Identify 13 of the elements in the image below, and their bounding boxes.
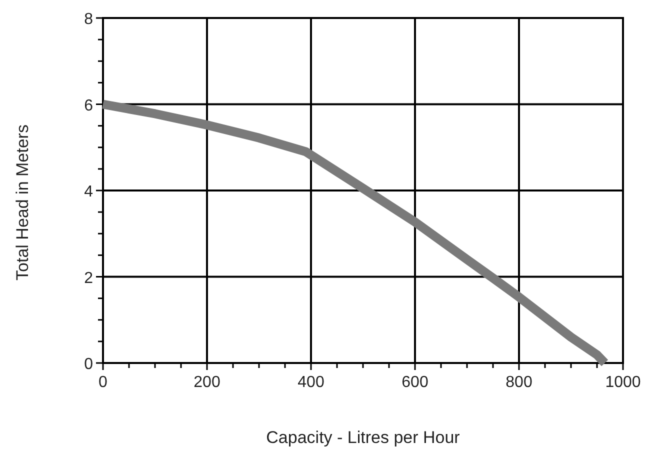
y-tick-label: 6 [84, 97, 94, 114]
y-axis-title: Total Head in Meters [13, 124, 32, 280]
x-tick-label: 0 [98, 374, 108, 391]
y-tick-label: 8 [84, 11, 94, 28]
x-tick-label: 1000 [605, 374, 641, 391]
x-tick-label: 800 [506, 374, 532, 391]
x-tick-label: 200 [194, 374, 220, 391]
x-tick-label: 600 [402, 374, 428, 391]
x-axis-title: Capacity - Litres per Hour [266, 428, 460, 447]
y-tick-label: 2 [84, 270, 94, 287]
x-tick-label: 400 [298, 374, 324, 391]
y-tick-label: 0 [84, 356, 94, 373]
y-tick-label: 4 [84, 184, 94, 200]
